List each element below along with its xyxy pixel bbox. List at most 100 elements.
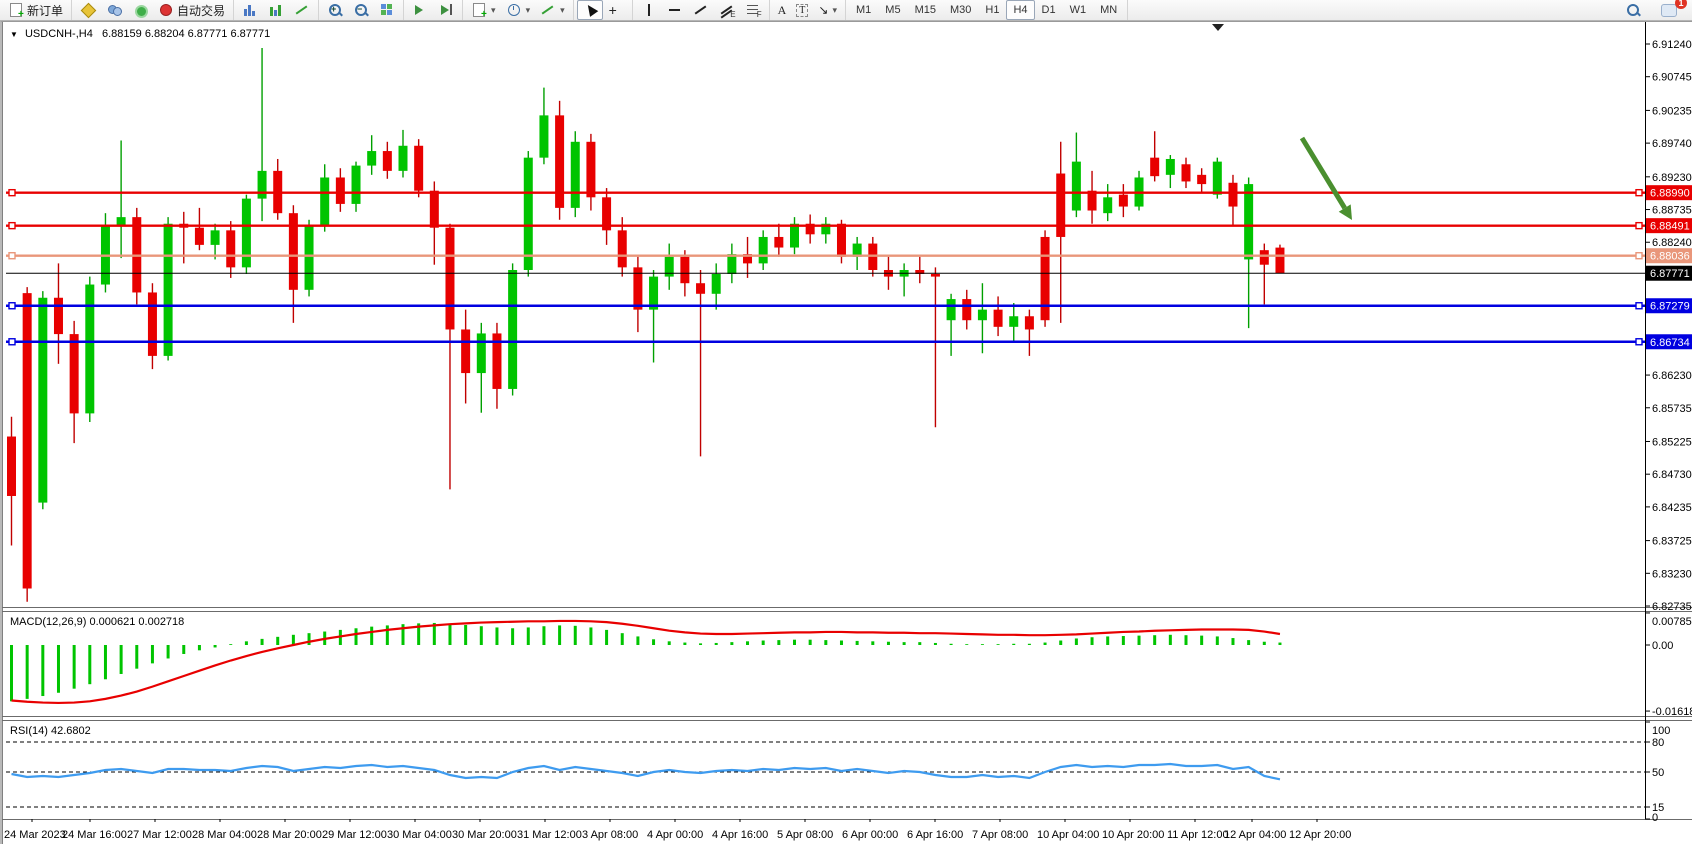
chart-ohlc-values: 6.88159 6.88204 6.87771 6.87771 bbox=[102, 28, 271, 40]
notification-badge: 1 bbox=[1675, 0, 1687, 9]
zoom-out-button[interactable]: − bbox=[348, 0, 374, 20]
horizontal-line-6.87279[interactable] bbox=[6, 302, 1645, 310]
timeframe-M5[interactable]: M5 bbox=[885, 4, 901, 16]
community-button[interactable]: 1 bbox=[1656, 0, 1687, 20]
fibonacci-tool-button[interactable]: F bbox=[740, 0, 766, 20]
svg-text:6.88990: 6.88990 bbox=[1650, 188, 1690, 200]
horizontal-line-6.88990[interactable] bbox=[6, 188, 1645, 197]
line-drag-handle[interactable] bbox=[1635, 221, 1643, 230]
arrows-tool-icon: ↘ bbox=[818, 2, 829, 17]
candle-chart-mode-button[interactable] bbox=[263, 0, 289, 20]
chart-shift-marker[interactable] bbox=[1212, 24, 1224, 31]
periods-button[interactable]: ▾ bbox=[501, 0, 536, 20]
bar-chart-mode-button[interactable] bbox=[237, 0, 263, 20]
svg-text:10 Apr 04:00: 10 Apr 04:00 bbox=[1037, 829, 1099, 841]
svg-text:-0.016185: -0.016185 bbox=[1652, 706, 1692, 718]
line-drag-handle[interactable] bbox=[8, 188, 16, 197]
vertical-line-tool-button[interactable] bbox=[636, 0, 662, 20]
svg-text:15: 15 bbox=[1652, 802, 1664, 814]
new-order-icon: + bbox=[8, 3, 24, 20]
svg-text:5 Apr 08:00: 5 Apr 08:00 bbox=[777, 829, 833, 841]
tile-windows-button[interactable] bbox=[374, 0, 400, 20]
line-chart-icon bbox=[294, 3, 310, 17]
timeframe-M1[interactable]: M1 bbox=[856, 4, 872, 16]
line-drag-handle[interactable] bbox=[1635, 338, 1643, 346]
styler-button[interactable] bbox=[75, 0, 101, 20]
horizontal-line-6.88036[interactable] bbox=[6, 252, 1645, 260]
svg-text:6.82735: 6.82735 bbox=[1652, 601, 1692, 613]
chart-canvas[interactable]: 6.91240 6.90745 6.90235 6.89740 6.89230 6.887… bbox=[2, 22, 1692, 844]
styler-brush-icon bbox=[80, 2, 97, 19]
auto-scroll-icon bbox=[412, 3, 428, 17]
chart-window[interactable]: ▼ USDCNH-,H4 6.88159 6.88204 6.87771 6.8… bbox=[0, 21, 1692, 844]
timeframe-M15[interactable]: M15 bbox=[914, 4, 936, 16]
text-label-tool-button[interactable]: T bbox=[791, 0, 813, 20]
svg-text:0.007854: 0.007854 bbox=[1652, 616, 1692, 628]
line-drag-handle[interactable] bbox=[8, 221, 16, 230]
cursor-tool-button[interactable] bbox=[576, 0, 603, 20]
svg-text:6 Apr 00:00: 6 Apr 00:00 bbox=[842, 829, 898, 841]
text-tool-icon: A bbox=[777, 2, 787, 17]
svg-text:4 Apr 16:00: 4 Apr 16:00 bbox=[712, 829, 768, 841]
autotrading-button[interactable]: 自动交易 bbox=[153, 0, 230, 20]
svg-text:6.84730: 6.84730 bbox=[1652, 469, 1692, 481]
line-drag-handle[interactable] bbox=[1635, 252, 1643, 260]
crosshair-tool-button[interactable]: + bbox=[603, 0, 629, 20]
arrows-tool-button[interactable]: ↘ ▾ bbox=[818, 2, 837, 17]
line-drag-handle[interactable] bbox=[1635, 188, 1643, 197]
auto-scroll-button[interactable] bbox=[407, 0, 433, 20]
svg-text:80: 80 bbox=[1652, 737, 1664, 749]
svg-text:6.90235: 6.90235 bbox=[1652, 105, 1692, 117]
templates-button[interactable]: ▾ bbox=[535, 0, 570, 20]
macd-signal-line bbox=[11, 619, 1281, 705]
svg-text:6.90745: 6.90745 bbox=[1652, 72, 1692, 84]
price-label-6.86734: 6.86734 bbox=[1646, 334, 1692, 350]
zoom-in-button[interactable]: + bbox=[322, 0, 348, 20]
indicators-button[interactable]: + ▾ bbox=[466, 0, 501, 20]
chart-title: ▼ USDCNH-,H4 6.88159 6.88204 6.87771 6.8… bbox=[10, 28, 270, 40]
horizontal-line-6.86734[interactable] bbox=[6, 338, 1645, 346]
line-drag-handle[interactable] bbox=[8, 302, 16, 310]
svg-text:12 Apr 04:00: 12 Apr 04:00 bbox=[1224, 829, 1286, 841]
svg-text:27 Mar 12:00: 27 Mar 12:00 bbox=[127, 829, 192, 841]
chart-shift-button[interactable] bbox=[433, 0, 459, 20]
svg-text:24 Mar 16:00: 24 Mar 16:00 bbox=[62, 829, 127, 841]
svg-text:28 Mar 20:00: 28 Mar 20:00 bbox=[257, 829, 322, 841]
profiles-icon bbox=[106, 3, 123, 17]
svg-text:6.83230: 6.83230 bbox=[1652, 568, 1692, 580]
line-chart-mode-button[interactable] bbox=[289, 0, 315, 20]
svg-text:100: 100 bbox=[1652, 725, 1670, 737]
timeframe-MN[interactable]: MN bbox=[1100, 4, 1118, 16]
new-order-button[interactable]: + 新订单 bbox=[3, 0, 68, 20]
svg-text:31 Mar 12:00: 31 Mar 12:00 bbox=[517, 829, 582, 841]
channel-tool-button[interactable]: E bbox=[714, 0, 740, 20]
text-tool-button[interactable]: A bbox=[773, 0, 792, 20]
candlestick-series[interactable] bbox=[7, 47, 1285, 602]
horizontal-line-tool-button[interactable] bbox=[662, 0, 688, 20]
svg-text:6.89740: 6.89740 bbox=[1652, 138, 1692, 150]
timeframe-M30[interactable]: M30 bbox=[949, 4, 972, 16]
svg-text:30 Mar 04:00: 30 Mar 04:00 bbox=[387, 829, 452, 841]
line-drag-handle[interactable] bbox=[1635, 302, 1643, 310]
timeframe-H4[interactable]: H4 bbox=[1006, 0, 1035, 20]
svg-text:6.86230: 6.86230 bbox=[1652, 370, 1692, 382]
timeframe-W1[interactable]: W1 bbox=[1069, 4, 1087, 16]
svg-text:6 Apr 16:00: 6 Apr 16:00 bbox=[907, 829, 963, 841]
timeframe-D1[interactable]: D1 bbox=[1041, 4, 1056, 16]
chart-symbol-label: USDCNH-,H4 bbox=[24, 28, 93, 40]
svg-text:0.00: 0.00 bbox=[1652, 640, 1673, 652]
timeframe-H1[interactable]: H1 bbox=[985, 4, 1000, 16]
collapse-triangle-icon[interactable]: ▼ bbox=[10, 30, 18, 39]
horizontal-line-6.88491[interactable] bbox=[6, 221, 1645, 230]
svg-text:50: 50 bbox=[1652, 767, 1664, 779]
trendline-tool-button[interactable] bbox=[688, 0, 714, 20]
line-drag-handle[interactable] bbox=[8, 252, 16, 260]
search-button[interactable] bbox=[1620, 0, 1646, 20]
trend-arrow-annotation[interactable] bbox=[1299, 136, 1352, 220]
sounds-button[interactable] bbox=[127, 0, 153, 20]
zoom-out-icon: − bbox=[353, 3, 369, 17]
bar-chart-icon bbox=[242, 3, 258, 17]
line-drag-handle[interactable] bbox=[8, 338, 16, 346]
profiles-button[interactable] bbox=[101, 0, 127, 20]
